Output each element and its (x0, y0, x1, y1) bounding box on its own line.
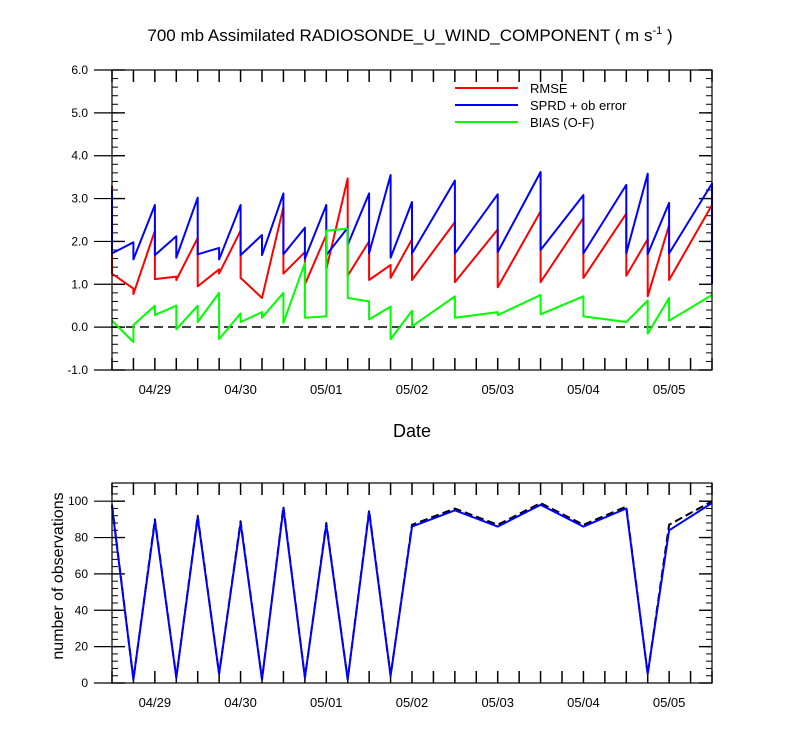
x-axis-label: Date (393, 421, 431, 441)
bottom-y-tick-label: 20 (75, 640, 89, 654)
bottom-y-tick-label: 60 (75, 567, 89, 581)
top-x-tick-label: 05/01 (310, 382, 343, 397)
top-series-line-3 (111, 227, 713, 344)
top-y-tick-label: 2.0 (71, 234, 88, 248)
bottom-x-tick-label: 05/04 (567, 695, 600, 710)
legend-label-2: SPRD + ob error (530, 98, 627, 113)
bottom-x-tick-label: 05/03 (481, 695, 514, 710)
bottom-x-tick-label: 04/29 (139, 695, 172, 710)
observation-count-panel: 04/29 04/30 05/01 05/02 05/03 05/04 05/05 0 20 40… (50, 482, 713, 710)
title-unit-superscript: -1 (652, 25, 662, 37)
bottom-y-tick-label: 80 (75, 531, 89, 545)
y-axis-label: number of observations (50, 492, 67, 659)
bottom-series-line-2 (111, 502, 713, 681)
top-y-tick-label: 0.0 (71, 320, 88, 334)
top-x-tick-label: 05/05 (653, 382, 686, 397)
bottom-x-tick-label: 05/02 (396, 695, 429, 710)
top-x-tick-label: 04/30 (224, 382, 257, 397)
bottom-series-group (111, 500, 713, 681)
top-axes: 04/29 04/30 05/01 05/02 05/03 05/04 05/05 -1.0 0… (67, 63, 713, 397)
top-x-tick-label: 04/29 (139, 382, 172, 397)
bottom-y-tick-label: 0 (81, 676, 88, 690)
top-x-tick-label: 05/02 (396, 382, 429, 397)
legend: RMSE SPRD + ob error BIAS (O-F) (455, 81, 627, 130)
top-y-tick-label: 5.0 (71, 106, 88, 120)
rmse-spread-bias-panel: 04/29 04/30 05/01 05/02 05/03 05/04 05/05 -1.0 0… (67, 63, 713, 441)
legend-label-3: BIAS (O-F) (530, 115, 594, 130)
top-y-tick-label: 1.0 (71, 277, 88, 291)
top-y-tick-label: 4.0 (71, 149, 88, 163)
bottom-plot-frame (111, 482, 713, 684)
top-y-tick-label: 6.0 (71, 63, 88, 77)
top-y-tick-label: -1.0 (67, 363, 88, 377)
bottom-x-tick-label: 05/01 (310, 695, 343, 710)
top-x-tick-label: 05/04 (567, 382, 600, 397)
top-plot-frame (111, 69, 713, 371)
bottom-y-tick-label: 100 (68, 494, 88, 508)
bottom-x-tick-label: 04/30 (224, 695, 257, 710)
top-y-tick-label: 3.0 (71, 192, 88, 206)
bottom-y-tick-label: 40 (75, 603, 89, 617)
legend-label-1: RMSE (530, 81, 568, 96)
bottom-axes: 04/29 04/30 05/01 05/02 05/03 05/04 05/05 0 20 40… (68, 483, 713, 710)
bottom-x-tick-label: 05/05 (653, 695, 686, 710)
chart-title: 700 mb Assimilated RADIOSONDE_U_WIND_COM… (147, 25, 672, 45)
top-x-tick-label: 05/03 (481, 382, 514, 397)
top-series-group (111, 171, 713, 344)
